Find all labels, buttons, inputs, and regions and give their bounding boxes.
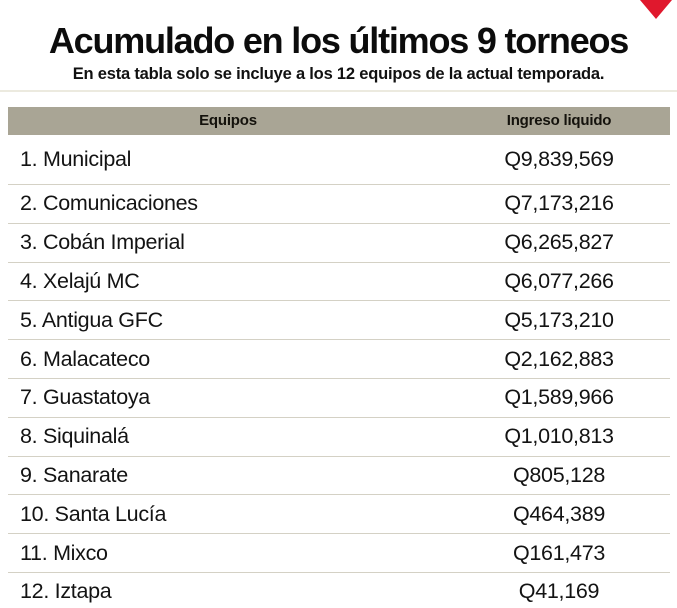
income-value: Q9,839,569 [504, 147, 614, 171]
table-row: 4. Xelajú MC Q6,077,266 [8, 263, 670, 302]
income-value: Q6,077,266 [504, 268, 614, 293]
income-value: Q464,389 [512, 501, 606, 526]
table-row: 12. Iztapa Q41,169 [8, 573, 670, 608]
team-name: 10. Santa Lucía [20, 501, 167, 526]
top-divider [0, 90, 677, 92]
income-table: Equipos Ingreso liquido 1. Municipal Q9,8… [8, 107, 670, 608]
table-row: 9. Sanarate Q805,128 [8, 457, 670, 496]
income-value: Q5,173,210 [504, 307, 614, 332]
income-value: Q805,128 [512, 462, 606, 487]
income-value: Q41,169 [518, 579, 600, 604]
table-row: 7. Guastatoya Q1,589,966 [8, 379, 670, 418]
income-value: Q1,010,813 [504, 424, 614, 449]
team-name: 3. Cobán Imperial [20, 230, 185, 255]
team-name: 6. Malacateco [20, 346, 150, 371]
table-row: 10. Santa Lucía Q464,389 [8, 495, 670, 535]
team-name: 12. Iztapa [20, 579, 112, 604]
table-row: 8. Siquinalá Q1,010,813 [8, 418, 670, 457]
income-value: Q1,589,966 [504, 385, 614, 410]
table-header-row: Equipos Ingreso liquido [8, 107, 670, 135]
team-name: 2. Comunicaciones [20, 191, 198, 216]
table-body: 1. Municipal Q9,839,569 2. Comunicaciones Q… [8, 135, 670, 608]
income-value: Q161,473 [512, 540, 606, 565]
team-name: 4. Xelajú MC [20, 268, 140, 293]
team-name: 11. Mixco [20, 540, 108, 565]
income-value: Q7,173,216 [504, 191, 614, 216]
income-value: Q6,265,827 [504, 230, 614, 255]
team-name: 5. Antigua GFC [20, 307, 163, 332]
team-name: 1. Municipal [20, 147, 132, 171]
table-row: 11. Mixco Q161,473 [8, 534, 670, 573]
brand-corner-triangle-icon [640, 0, 672, 19]
table-row: 3. Cobán Imperial Q6,265,827 [8, 224, 670, 263]
page-subtitle: En esta tabla solo se incluye a los 12 e… [72, 65, 605, 83]
team-name: 9. Sanarate [20, 462, 128, 487]
table-row: 2. Comunicaciones Q7,173,216 [8, 185, 670, 224]
table-row: 6. Malacateco Q2,162,883 [8, 340, 670, 379]
column-header-equipos: Equipos [199, 112, 257, 129]
income-value: Q2,162,883 [504, 346, 614, 371]
team-name: 7. Guastatoya [20, 385, 150, 410]
table-row: 1. Municipal Q9,839,569 [8, 135, 670, 185]
team-name: 8. Siquinalá [20, 424, 129, 449]
column-header-ingreso: Ingreso liquido [506, 112, 612, 129]
table-row: 5. Antigua GFC Q5,173,210 [8, 301, 670, 341]
page-title: Acumulado en los últimos 9 torneos [48, 20, 629, 61]
